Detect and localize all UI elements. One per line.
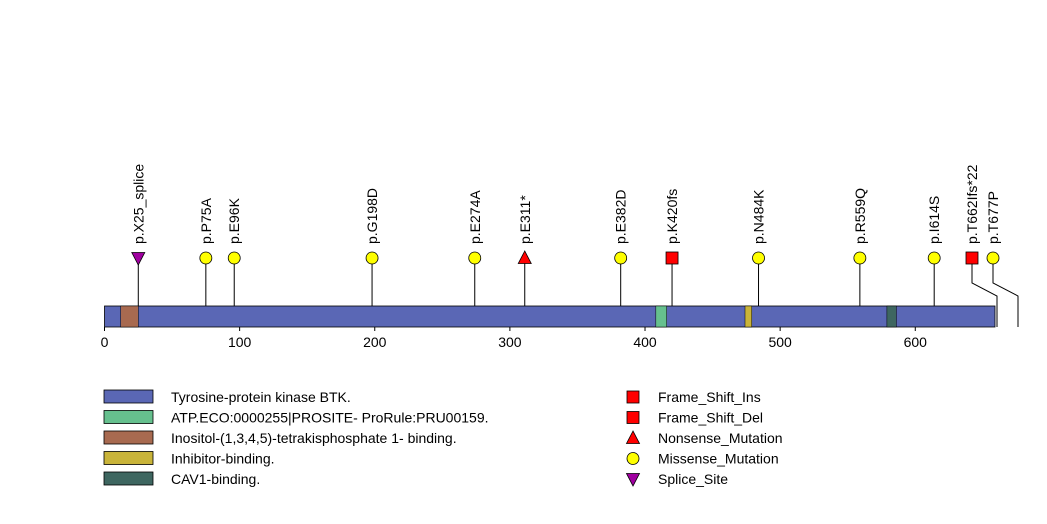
legend-marker-frame-shift-ins [626, 390, 640, 404]
marker-p-p75a [199, 251, 213, 265]
marker-p-e96k [227, 251, 241, 265]
x-tick-label-0: 0 [101, 334, 109, 350]
mutation-label-p-r559q: p.R559Q [852, 188, 868, 244]
legend-label-inositol-1-3-4-5-tetrakisphosphate-1-binding: Inositol-(1,3,4,5)-tetrakisphosphate 1- … [171, 430, 457, 446]
x-tick-label-300: 300 [498, 334, 522, 350]
mutation-label-p-e382d: p.E382D [613, 190, 629, 244]
mutation-markers [131, 250, 1000, 266]
marker-p-t677p [986, 251, 1000, 265]
domain-inhibitor-binding [744, 305, 753, 328]
marker-p-n484k [752, 251, 765, 265]
marker-p-i614s [927, 251, 941, 265]
legend-label-cav1-binding: CAV1-binding. [171, 471, 260, 487]
marker-p-g198d [365, 251, 379, 265]
mutation-labels: p.X25_splice p.P75A p.E96K p.G198D p.E274A p.… [130, 164, 1001, 244]
marker-p-e274a [468, 251, 482, 265]
marker-p-t662ifs-22 [965, 251, 979, 265]
legend-swatch-inositol-1-3-4-5-tetrakisphosphate-1-binding [103, 430, 154, 445]
x-tick-label-600: 600 [904, 334, 928, 350]
marker-p-e382d [614, 251, 628, 265]
legend-label-nonsense-mutation: Nonsense_Mutation [658, 430, 783, 446]
legend-label-splice-site: Splice_Site [658, 471, 728, 487]
marker-p-x25-splice [131, 252, 146, 266]
legend-swatch-atp-eco-0000255-prosite-prorule-pru00159 [103, 410, 154, 424]
legend-label-missense-mutation: Missense_Mutation [658, 451, 779, 467]
domain-inositol-1-3-4-5-tetrakisphosphate-1-binding [120, 305, 139, 328]
legend-marker-nonsense-mutation [625, 430, 641, 444]
protein-track [104, 305, 996, 328]
mutation-label-p-e274a: p.E274A [467, 190, 483, 244]
mutation-label-p-e96k: p.E96K [226, 197, 242, 244]
domain-legend: Tyrosine-protein kinase BTK. ATP.ECO:0000… [103, 389, 489, 487]
x-tick-label-100: 100 [228, 334, 252, 350]
legend-swatch-inhibitor-binding [103, 451, 154, 465]
legend-label-inhibitor-binding: Inhibitor-binding. [171, 451, 275, 467]
domain-cav1-binding [886, 305, 897, 328]
mutation-label-p-k420fs: p.K420fs [664, 189, 680, 244]
domain-atp-eco-0000255-prosite-prorule-pru00159 [655, 305, 667, 328]
legend-swatch-cav1-binding [103, 471, 154, 486]
x-tick-label-200: 200 [363, 334, 387, 350]
legend-marker-missense-mutation [626, 452, 640, 465]
legend-label-frame-shift-ins: Frame_Shift_Ins [658, 389, 761, 405]
legend-marker-splice-site [625, 473, 641, 487]
legend-label-atp-eco-0000255-prosite-prorule-pru00159: ATP.ECO:0000255|PROSITE- ProRule:PRU0015… [171, 410, 489, 426]
mutation-label-p-t662ifs-22: p.T662Ifs*22 [964, 164, 980, 244]
stem-p-t677p [992, 258, 1019, 327]
mutation-label-p-g198d: p.G198D [364, 188, 380, 244]
mutation-label-p-n484k: p.N484K [751, 189, 767, 244]
legend-marker-frame-shift-del [626, 411, 640, 424]
marker-p-e311 [517, 250, 532, 264]
x-tick-label-400: 400 [633, 334, 657, 350]
legend-label-tyrosine-protein-kinase-btk: Tyrosine-protein kinase BTK. [171, 389, 351, 405]
marker-p-k420fs [665, 251, 679, 265]
legend-label-frame-shift-del: Frame_Shift_Del [658, 410, 763, 426]
mutation-label-p-x25-splice: p.X25_splice [130, 164, 146, 244]
marker-p-r559q [853, 251, 867, 265]
mutation-label-p-i614s: p.I614S [926, 196, 942, 244]
x-tick-label-500: 500 [768, 334, 792, 350]
mutation-label-p-t677p: p.T677P [985, 191, 1001, 244]
mutation-legend: Frame_Shift_Ins Frame_Shift_Del Nonsense_M… [625, 389, 783, 487]
stem-p-t662ifs-22 [971, 258, 998, 327]
mutation-label-p-e311: p.E311* [517, 195, 533, 244]
legend-swatch-tyrosine-protein-kinase-btk [103, 389, 154, 404]
mutation-label-p-p75a: p.P75A [198, 197, 214, 244]
domain-tyrosine-protein-kinase-btk [104, 305, 996, 328]
x-axis: 0 100 200 300 400 500 600 [101, 327, 928, 350]
